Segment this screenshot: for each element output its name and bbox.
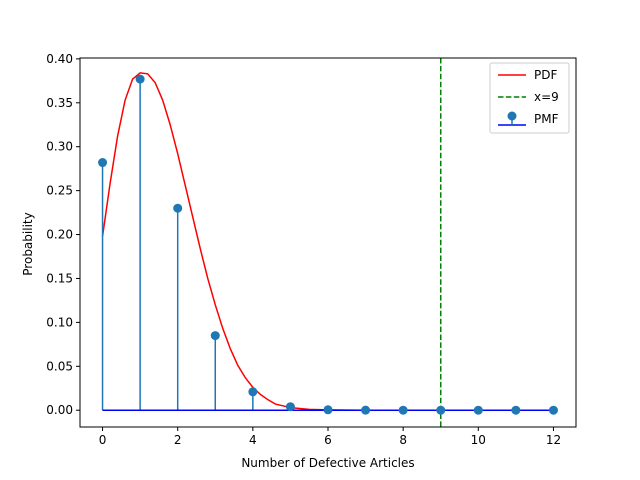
pmf-point-7 [361,405,371,415]
legend-label-0: PDF [534,68,557,82]
y-tick-label-4: 0.20 [46,228,73,242]
y-tick-label-2: 0.10 [46,315,73,329]
legend-handle-pmf-marker [507,111,517,121]
pmf-point-1 [135,74,145,84]
legend-label-1: x=9 [534,90,559,104]
y-tick-label-0: 0.00 [46,403,73,417]
legend-label-2: PMF [534,112,559,126]
pmf-point-10 [473,405,483,415]
x-axis-label: Number of Defective Articles [241,456,414,470]
x-tick-label-4: 4 [249,433,257,447]
pmf-point-12 [548,405,558,415]
x-tick-label-8: 8 [399,433,407,447]
legend: PDF x=9 PMF [489,62,570,134]
pmf-point-2 [173,203,183,213]
pmf-point-8 [398,405,408,415]
y-tick-label-5: 0.25 [46,184,73,198]
plot-area [98,58,558,427]
y-tick-label-3: 0.15 [46,271,73,285]
y-tick-label-7: 0.35 [46,96,73,110]
plot-content [98,58,558,427]
y-tick-label-8: 0.40 [46,52,73,66]
y-tick-label-6: 0.30 [46,140,73,154]
x-tick-label-6: 6 [324,433,332,447]
pmf-point-5 [285,402,295,412]
x-tick-label-10: 10 [471,433,486,447]
x-tick-label-12: 12 [546,433,561,447]
axes: 0 2 4 6 8 10 12 0.00 0.05 0.10 0.15 0.20 0.25 0.30 0.3… [46,52,577,447]
pmf-point-11 [511,405,521,415]
y-axis-label: Probability [21,212,35,275]
pmf-point-6 [323,405,333,415]
pmf-point-3 [210,331,220,341]
x-tick-label-2: 2 [174,433,182,447]
x-tick-label-0: 0 [99,433,107,447]
pmf-point-0 [98,158,108,168]
pmf-point-4 [248,387,258,397]
pdf-line [101,72,554,411]
y-tick-label-1: 0.05 [46,359,73,373]
pmf-point-9 [436,405,446,415]
